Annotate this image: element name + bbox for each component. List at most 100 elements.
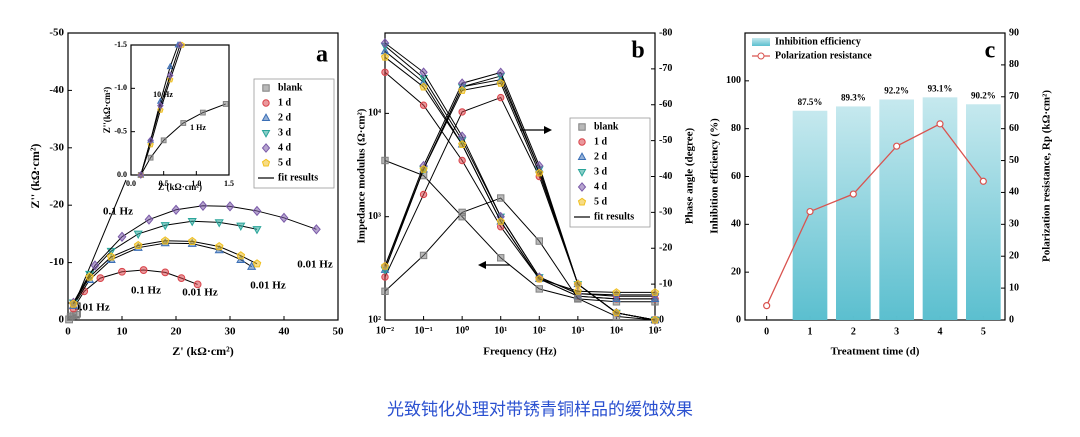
x-tick-label: 3 xyxy=(894,326,899,337)
marker xyxy=(380,38,390,48)
annotation: 0.01 Hz xyxy=(182,287,218,299)
legend-label: fit results xyxy=(594,211,634,222)
annotation: 0.01 Hz xyxy=(74,302,110,314)
y-tick-label: -40 xyxy=(49,84,64,96)
marker xyxy=(535,285,543,293)
legend-marker xyxy=(261,113,271,122)
marker xyxy=(419,101,428,109)
fit-line xyxy=(384,82,656,321)
y-tick-label: -20 xyxy=(49,199,64,211)
y2-tick-label: 10 xyxy=(1009,282,1019,293)
fit-line xyxy=(384,42,655,296)
fit-line xyxy=(72,220,258,304)
x-tick-label: 10⁻¹ xyxy=(414,325,432,336)
x-axis-label: Z'(kΩ·cm²) xyxy=(158,182,202,192)
point xyxy=(806,207,814,216)
y2-tick-label: 40 xyxy=(1009,187,1019,198)
fit-line xyxy=(72,205,317,304)
legend-marker xyxy=(577,182,587,192)
marker xyxy=(419,82,428,91)
line xyxy=(766,123,984,306)
x-tick-label: 30 xyxy=(225,326,237,338)
x-tick-label: 10¹ xyxy=(494,325,507,336)
y-axis-label: Impedance modulus (Ω·cm²) xyxy=(356,108,368,243)
y-axis-label: Z''(kΩ·cm²) xyxy=(102,87,112,133)
plot-frame xyxy=(67,32,339,321)
marker xyxy=(312,224,321,235)
x-tick-label: 1.0 xyxy=(191,179,201,188)
value-label: 90.2% xyxy=(971,90,996,100)
y-tick-label: -10 xyxy=(49,256,64,268)
y-tick-label: -1.0 xyxy=(114,83,127,92)
y2-axis-label: Phase angle (degree) xyxy=(684,128,696,225)
x-tick-label: 1 xyxy=(808,326,813,337)
y2-tick-label: 20 xyxy=(1009,251,1019,262)
y-tick-label: 80 xyxy=(731,123,741,134)
annotation: 1 Hz xyxy=(190,123,206,132)
marker xyxy=(381,68,389,76)
plot-frame xyxy=(130,44,230,176)
point xyxy=(893,142,901,150)
y-tick-label: -1.5 xyxy=(114,40,127,49)
marker xyxy=(72,310,80,319)
x-tick-label: 10³ xyxy=(571,325,584,336)
marker xyxy=(199,109,206,116)
marker xyxy=(650,288,660,296)
marker xyxy=(85,272,94,281)
marker xyxy=(180,120,187,126)
x-axis-label: Frequency (Hz) xyxy=(483,346,557,358)
y-tick-label: 10⁴ xyxy=(368,108,381,119)
legend-label: 5 d xyxy=(594,196,608,207)
legend-marker xyxy=(262,99,270,107)
marker xyxy=(247,261,257,270)
marker xyxy=(160,222,170,231)
marker xyxy=(381,156,389,165)
marker xyxy=(573,279,582,288)
marker xyxy=(252,205,262,217)
marker xyxy=(118,267,126,276)
x-tick-label: 10 xyxy=(117,326,129,338)
legend-marker xyxy=(261,129,271,138)
marker xyxy=(535,237,543,245)
y-tick-label: 40 xyxy=(731,219,741,230)
x-tick-label: 0 xyxy=(65,326,71,338)
legend-marker xyxy=(262,84,270,92)
y-tick-label: 0 xyxy=(59,314,65,326)
legend-label: blank xyxy=(278,82,303,93)
y-tick-label: -30 xyxy=(49,141,64,153)
marker xyxy=(171,204,181,215)
y2-tick-label: 70 xyxy=(1009,91,1019,102)
y2-tick-label: 50 xyxy=(1009,155,1019,166)
legend-marker xyxy=(577,152,587,161)
y2-tick-label: 60 xyxy=(1009,123,1019,134)
arrow-head xyxy=(544,126,552,134)
marker xyxy=(535,274,544,283)
marker xyxy=(147,136,154,145)
marker xyxy=(160,236,170,245)
marker xyxy=(496,78,505,87)
y-tick-label: 20 xyxy=(731,266,741,277)
panel-letter: b xyxy=(631,38,644,64)
y2-tick-label: 0 xyxy=(1009,314,1014,325)
bar xyxy=(966,104,1001,320)
bar xyxy=(922,97,958,320)
marker xyxy=(133,230,143,240)
legend-label: 1 d xyxy=(278,97,292,108)
marker xyxy=(612,308,621,317)
annotation: 10 Hz xyxy=(153,90,173,99)
y-axis-label: Inhibition efficiency (%) xyxy=(709,118,721,234)
y-tick-label: 10³ xyxy=(368,211,381,222)
y-tick-label: 60 xyxy=(731,171,741,182)
legend-label: blank xyxy=(594,121,619,132)
arrow-head xyxy=(478,261,486,269)
y2-tick-label: -30 xyxy=(659,207,672,218)
y2-axis-label: Polarization resistance, Rp (kΩ·cm²) xyxy=(1041,90,1053,262)
legend-marker xyxy=(577,197,587,206)
y-tick-label: 0 xyxy=(736,314,741,325)
marker xyxy=(187,236,197,246)
marker xyxy=(252,226,262,235)
marker xyxy=(117,231,127,242)
value-label: 89.3% xyxy=(841,92,866,102)
legend-marker xyxy=(577,168,587,177)
x-tick-label: 10⁰ xyxy=(455,325,469,336)
